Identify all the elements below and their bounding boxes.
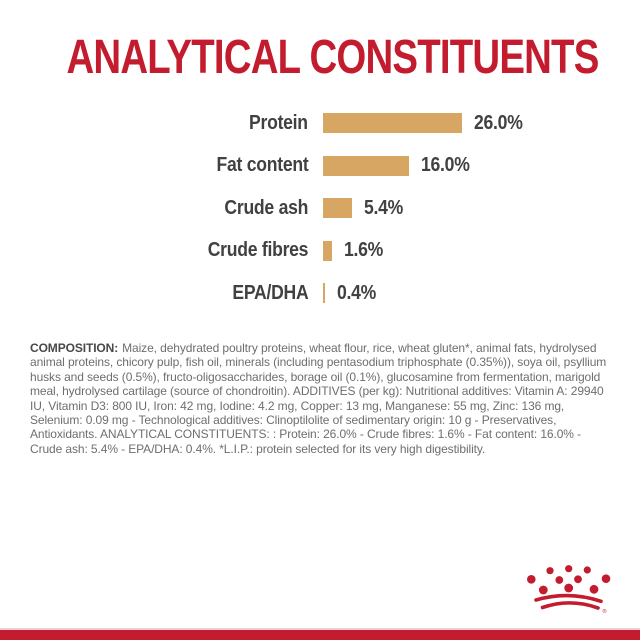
chart-value: 0.4% bbox=[337, 281, 377, 304]
chart-value: 5.4% bbox=[363, 196, 403, 219]
chart-label: EPA/DHA bbox=[231, 281, 308, 304]
footer-red-bar bbox=[0, 630, 640, 640]
royal-canin-crown-icon: ® bbox=[527, 565, 611, 615]
chart-bar bbox=[323, 283, 326, 303]
chart-bar bbox=[323, 155, 409, 176]
chart-row: Protein 26.0% bbox=[0, 111, 640, 134]
chart-bar bbox=[323, 198, 352, 218]
chart-row: Crude fibres 1.6% bbox=[0, 239, 640, 261]
registered-trademark: ® bbox=[603, 608, 607, 615]
chart-value: 16.0% bbox=[420, 154, 470, 176]
chart-value: 26.0% bbox=[474, 111, 523, 134]
chart-label: Fat content bbox=[216, 154, 308, 176]
chart-row: EPA/DHA 0.4% bbox=[0, 281, 640, 304]
footer-accent-line bbox=[0, 628, 640, 630]
composition-body: Maize, dehydrated poultry proteins, whea… bbox=[30, 341, 607, 456]
chart-label: Crude fibres bbox=[207, 239, 309, 261]
chart-bar bbox=[323, 240, 332, 261]
chart-label: Protein bbox=[249, 111, 308, 134]
chart-bar bbox=[323, 113, 462, 133]
chart-value: 1.6% bbox=[343, 239, 383, 261]
chart-label: Crude ash bbox=[224, 196, 308, 219]
composition-text: COMPOSITION: Maize, dehydrated poultry pr… bbox=[30, 341, 612, 456]
composition-heading: COMPOSITION: bbox=[30, 341, 119, 355]
chart-row: Fat content 16.0% bbox=[0, 154, 640, 176]
bar-chart: Protein 26.0% Fat content 16.0% Crude ash 5.4… bbox=[0, 111, 640, 304]
chart-row: Crude ash 5.4% bbox=[0, 196, 640, 219]
page-title: ANALYTICAL CONSTITUENTS bbox=[66, 31, 600, 84]
